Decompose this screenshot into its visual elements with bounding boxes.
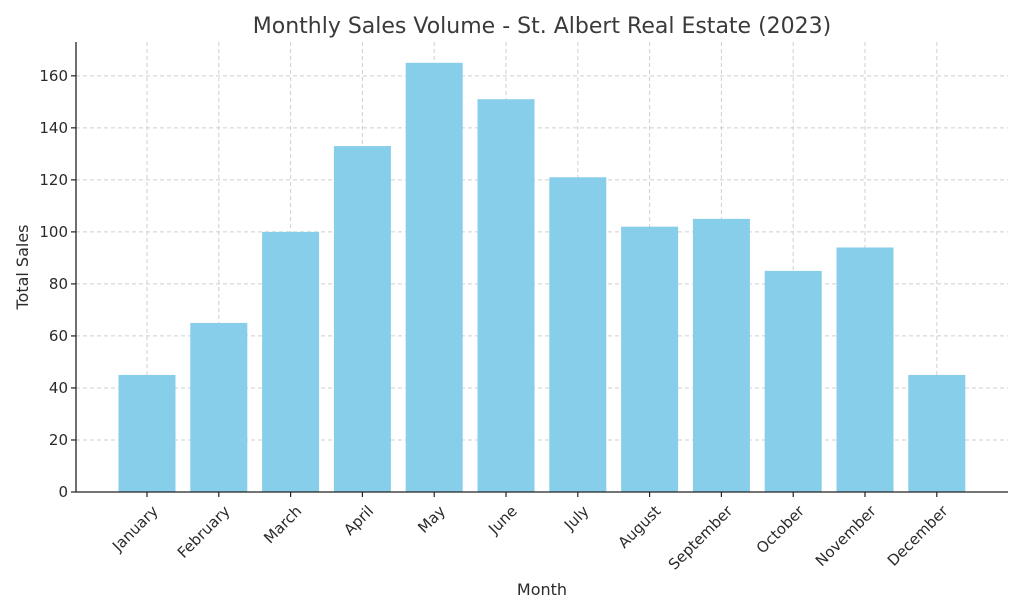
x-tick-label-november: November — [812, 501, 880, 569]
y-tick-label: 40 — [49, 379, 68, 397]
y-tick-label: 20 — [49, 431, 68, 449]
x-tick-label-february: February — [174, 502, 234, 562]
x-tick-label-september: September — [665, 501, 737, 573]
x-tick-label-july: July — [560, 502, 593, 535]
x-tick-label-august: August — [614, 502, 664, 552]
bar-december — [908, 374, 966, 492]
y-tick-label: 100 — [39, 223, 68, 241]
bar-october — [764, 270, 822, 492]
y-tick-label: 60 — [49, 327, 68, 345]
y-tick-label: 80 — [49, 275, 68, 293]
x-tick-label-june: June — [484, 502, 521, 539]
bars — [118, 62, 966, 493]
y-tick-label: 0 — [58, 483, 68, 501]
y-tick-label: 120 — [39, 171, 68, 189]
bar-january — [118, 374, 176, 492]
y-axis-label: Total Sales — [13, 224, 32, 310]
x-axis-label: Month — [517, 580, 567, 599]
bar-june — [477, 99, 535, 492]
bar-september — [692, 218, 750, 493]
x-tick-label-may: May — [414, 502, 449, 537]
bar-august — [621, 226, 679, 493]
bar-july — [549, 177, 607, 492]
bar-march — [262, 231, 320, 492]
bar-may — [405, 62, 463, 492]
y-tick-label: 140 — [39, 119, 68, 137]
bar-november — [836, 247, 894, 492]
x-tick-label-march: March — [260, 502, 305, 547]
bar-february — [190, 322, 248, 492]
x-tick-label-december: December — [884, 501, 952, 569]
x-tick-label-october: October — [753, 501, 809, 557]
bar-april — [333, 146, 391, 492]
chart-title: Monthly Sales Volume - St. Albert Real E… — [253, 14, 831, 39]
y-tick-label: 160 — [39, 67, 68, 85]
x-tick-label-april: April — [340, 502, 377, 539]
axes — [75, 42, 1008, 493]
x-tick-label-january: January — [108, 502, 162, 556]
